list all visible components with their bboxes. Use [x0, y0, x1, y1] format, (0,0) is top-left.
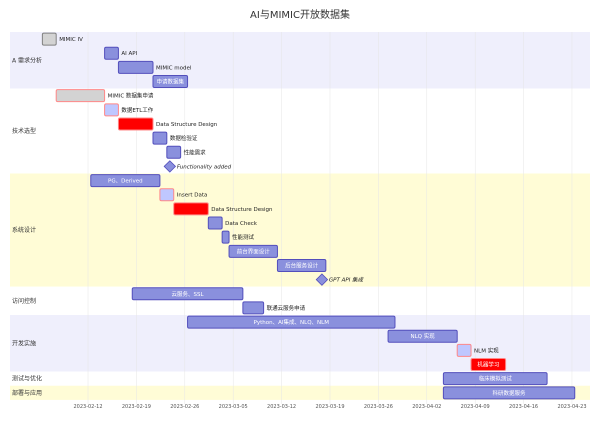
x-tick-label: 2023-03-05 — [219, 404, 248, 410]
task-bar — [442, 386, 576, 400]
task-label: 前台界面设计 — [237, 247, 271, 255]
task-label: NLQ 实现 — [411, 332, 436, 340]
task-bar — [104, 46, 119, 60]
task-bar — [104, 103, 119, 117]
task-label: Data Structure Design — [211, 207, 273, 213]
milestone-label: Functionality added — [177, 164, 232, 170]
task-label: 科研数据服务 — [493, 389, 527, 397]
section-label: 测试与优化 — [12, 375, 42, 383]
task-bar — [55, 89, 106, 103]
milestone-marker — [315, 273, 329, 286]
x-tick-label: 2023-03-26 — [364, 404, 393, 410]
task-label: 性能测试 — [232, 233, 255, 241]
task-label: 数据ETL工作 — [121, 106, 153, 114]
x-tick-label: 2023-02-12 — [73, 404, 102, 410]
task-label: Insert Data — [177, 193, 208, 199]
section-label: A 需求分析 — [12, 56, 42, 64]
task-label: Data Check — [225, 221, 258, 227]
task-label: NLM 实现 — [474, 346, 499, 354]
x-tick-label: 2023-04-09 — [461, 404, 490, 410]
task-bar — [117, 117, 154, 131]
x-tick-label: 2023-04-02 — [412, 404, 441, 410]
task-bar — [387, 329, 458, 343]
milestone-marker — [163, 160, 177, 173]
x-tick-label: 2023-02-19 — [122, 404, 151, 410]
task-bar — [228, 244, 278, 258]
task-label: Python、AI集成、NLQ、NLM — [254, 318, 330, 326]
task-label: 联通云服务申请 — [267, 304, 306, 312]
task-bar — [187, 315, 396, 329]
task-bar — [152, 75, 189, 89]
section-label: 访问控制 — [12, 297, 36, 305]
task-bar — [117, 60, 154, 74]
task-label: MIMIC 数据集申请 — [108, 92, 154, 100]
chart-title: AI与MIMIC开放数据集 — [250, 8, 350, 21]
task-bar — [90, 174, 161, 188]
task-bar — [159, 188, 175, 202]
task-bar — [221, 230, 230, 244]
section-label: 技术选型 — [12, 127, 36, 135]
task-bar — [456, 343, 472, 357]
x-tick-label: 2023-03-19 — [315, 404, 344, 410]
task-label: PG、Derived — [108, 179, 143, 185]
task-bar — [276, 258, 327, 272]
task-label: MIMIC model — [156, 65, 192, 71]
task-label: 性能需求 — [184, 148, 207, 156]
task-label: 机器学习 — [477, 361, 499, 369]
task-bar — [131, 287, 244, 301]
section-label: 部署与应用 — [12, 389, 42, 397]
x-tick-label: 2023-03-12 — [267, 404, 296, 410]
task-bar — [152, 131, 168, 145]
milestone-label: GPT API 集成 — [329, 277, 365, 284]
task-label: 数据检验证 — [170, 134, 198, 142]
x-tick-label: 2023-04-16 — [509, 404, 538, 410]
task-label: 临床模拟测试 — [479, 375, 513, 383]
task-label: 云服务、SSL — [172, 290, 205, 298]
task-bar — [41, 32, 57, 46]
task-label: 申请数据集 — [157, 78, 185, 86]
section-band — [10, 286, 590, 315]
task-bar — [207, 216, 223, 230]
task-label: 后台服务设计 — [285, 261, 319, 269]
x-tick-label: 2023-02-26 — [170, 404, 199, 410]
section-label: 系统设计 — [12, 226, 36, 234]
section-band — [10, 32, 590, 89]
task-label: MIMIC IV — [59, 37, 83, 43]
task-label: AI API — [121, 51, 137, 57]
task-bar — [242, 301, 265, 315]
section-label: 开发实施 — [12, 339, 36, 347]
x-tick-label: 2023-04-23 — [557, 404, 586, 410]
task-bar — [173, 202, 209, 216]
task-label: Data Structure Design — [156, 122, 218, 128]
task-bar — [166, 145, 182, 159]
task-bar — [442, 372, 548, 386]
section-band — [10, 88, 590, 174]
task-bar — [470, 358, 507, 372]
